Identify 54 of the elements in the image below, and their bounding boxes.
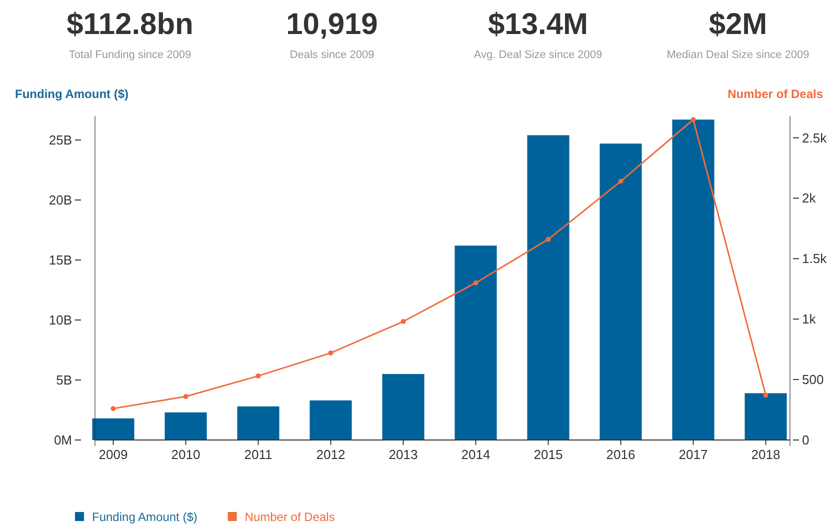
x-tick-label: 2010: [171, 447, 200, 462]
x-tick-label: 2017: [678, 447, 708, 462]
x-tick-label: 2012: [316, 447, 346, 462]
legend-label: Funding Amount ($): [92, 510, 198, 524]
bar: [744, 393, 787, 440]
y2-tick-label: 1.5k: [802, 251, 828, 266]
text: $2M: [708, 8, 768, 41]
x-tick-label: 2011: [244, 447, 272, 462]
point: [690, 117, 696, 122]
point: [763, 392, 768, 398]
text: 10,919: [286, 8, 378, 41]
x-tick-label: 2016: [606, 447, 636, 462]
x-tick-label: 2018: [751, 447, 780, 462]
point: [183, 394, 188, 399]
text: $112.8bn: [66, 8, 194, 41]
x-tick-label: 2015: [534, 447, 563, 462]
x-tick-label: 2014: [461, 447, 490, 462]
point: [473, 280, 478, 286]
bar: [237, 406, 280, 440]
bar: [672, 120, 714, 440]
y2-tick-label: 2.5k: [802, 130, 828, 146]
bar: [92, 418, 134, 440]
text: Deals since 2009: [290, 49, 374, 61]
bar: [454, 246, 497, 440]
bar: [382, 374, 424, 440]
y2-axis-title: Number of Deals: [728, 87, 824, 101]
y-tick-label: 10B: [48, 312, 72, 328]
point: [546, 236, 551, 242]
text: $13.4M: [488, 8, 588, 41]
y2-tick-label: 1k: [802, 312, 816, 327]
text: Median Deal Size since 2009: [666, 49, 810, 61]
point: [400, 319, 406, 324]
y-tick-label: 25B: [48, 132, 72, 148]
point: [618, 178, 624, 184]
text: Avg. Deal Size since 2009: [474, 49, 602, 61]
bar: [527, 135, 570, 440]
y-tick-label: 20B: [48, 192, 72, 208]
bar: [600, 144, 642, 440]
text: Total Funding since 2009: [68, 49, 192, 61]
y-tick-label: 0M: [54, 432, 72, 448]
bar: [310, 400, 352, 440]
y2-tick-label: 2k: [802, 190, 816, 206]
x-tick-label: 2009: [98, 447, 128, 462]
x-tick-label: 2013: [388, 447, 418, 462]
y-tick-label: 15B: [48, 252, 72, 268]
y-tick-label: 5B: [56, 372, 72, 388]
point: [328, 350, 334, 356]
point: [256, 373, 261, 378]
y2-tick-label: 500: [802, 372, 824, 388]
point: [110, 406, 116, 412]
bar: [164, 412, 207, 440]
legend-label: Number of Deals: [244, 510, 335, 524]
y-axis-title: Funding Amount ($): [15, 87, 129, 101]
y2-tick-label: 0: [802, 432, 810, 448]
